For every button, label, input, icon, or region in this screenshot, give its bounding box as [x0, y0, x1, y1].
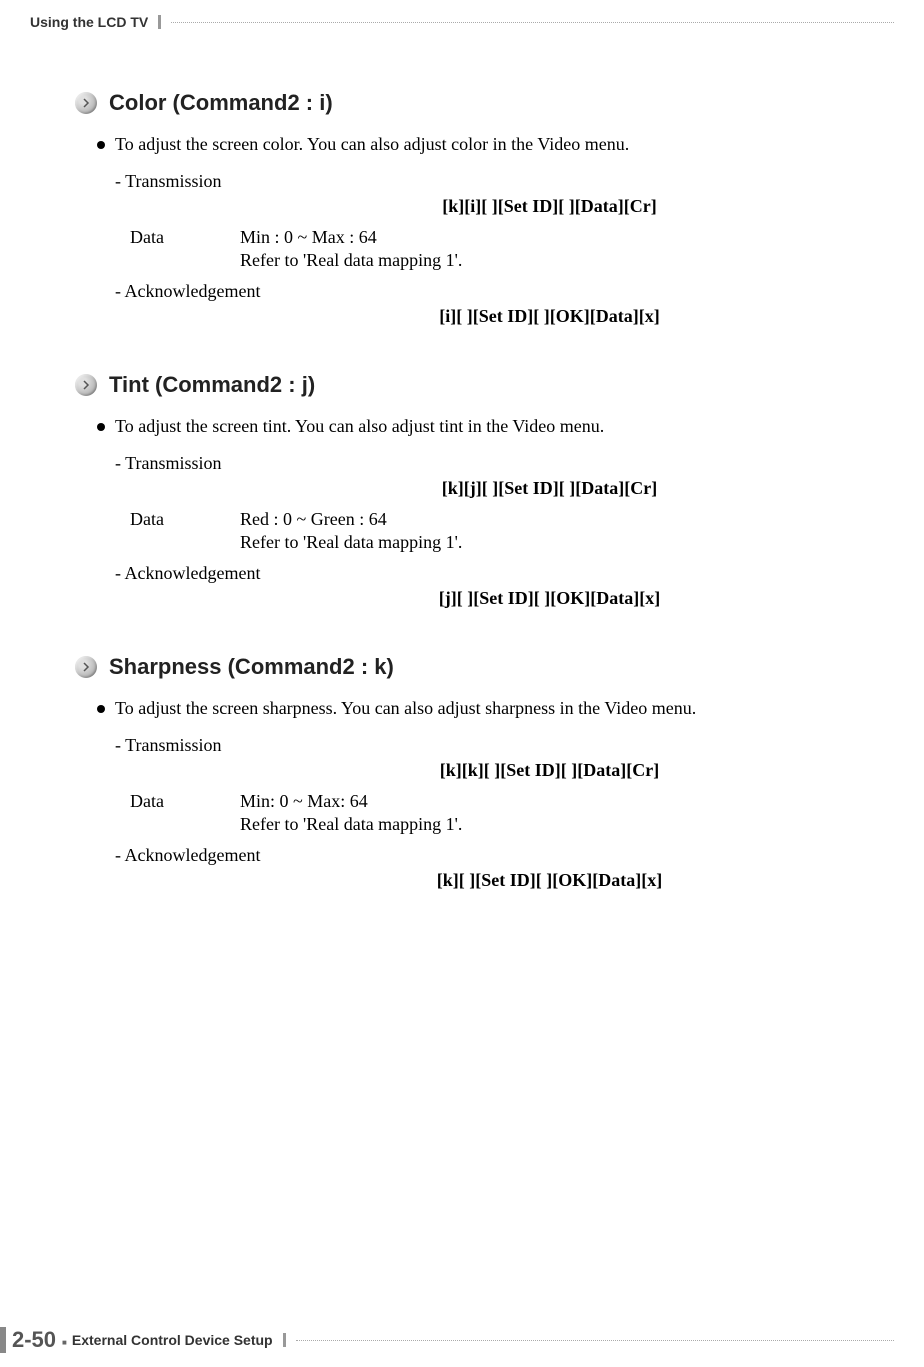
transmission-code: [k][k][ ][Set ID][ ][Data][Cr]: [205, 760, 894, 781]
header-title: Using the LCD TV: [30, 14, 148, 30]
section-sharpness: Sharpness (Command2 : k) To adjust the s…: [30, 654, 894, 891]
section-title: Tint (Command2 : j): [109, 372, 315, 398]
data-value: Min: 0 ~ Max: 64: [240, 791, 368, 812]
page-header: Using the LCD TV: [30, 14, 894, 30]
footer-dots: [296, 1340, 894, 1341]
ack-code: [i][ ][Set ID][ ][OK][Data][x]: [205, 306, 894, 327]
footer-divider: [283, 1333, 286, 1347]
data-label: Data: [130, 509, 240, 530]
description-row: To adjust the screen color. You can also…: [97, 134, 894, 155]
ack-label: - Acknowledgement: [115, 563, 894, 584]
section-color: Color (Command2 : i) To adjust the scree…: [30, 90, 894, 327]
acknowledgement-block: - Acknowledgement [k][ ][Set ID][ ][OK][…: [115, 845, 894, 891]
page-number: 2-50: [12, 1327, 56, 1353]
bullet-icon: [97, 141, 105, 149]
section-header: Color (Command2 : i): [75, 90, 894, 116]
description-row: To adjust the screen sharpness. You can …: [97, 698, 894, 719]
description-text: To adjust the screen tint. You can also …: [115, 416, 604, 437]
chevron-right-icon: [75, 374, 97, 396]
data-refer: Refer to 'Real data mapping 1'.: [240, 814, 894, 835]
ack-code: [k][ ][Set ID][ ][OK][Data][x]: [205, 870, 894, 891]
description-row: To adjust the screen tint. You can also …: [97, 416, 894, 437]
acknowledgement-block: - Acknowledgement [i][ ][Set ID][ ][OK][…: [115, 281, 894, 327]
chevron-right-icon: [75, 656, 97, 678]
description-text: To adjust the screen color. You can also…: [115, 134, 629, 155]
data-refer: Refer to 'Real data mapping 1'.: [240, 532, 894, 553]
header-dots: [171, 22, 894, 23]
description-text: To adjust the screen sharpness. You can …: [115, 698, 696, 719]
transmission-label: - Transmission: [115, 735, 894, 756]
data-row: Data Min : 0 ~ Max : 64: [130, 227, 894, 248]
section-header: Sharpness (Command2 : k): [75, 654, 894, 680]
acknowledgement-block: - Acknowledgement [j][ ][Set ID][ ][OK][…: [115, 563, 894, 609]
transmission-label: - Transmission: [115, 453, 894, 474]
transmission-block: - Transmission [k][k][ ][Set ID][ ][Data…: [115, 735, 894, 781]
ack-label: - Acknowledgement: [115, 845, 894, 866]
section-title: Sharpness (Command2 : k): [109, 654, 394, 680]
footer-bar: [0, 1327, 6, 1353]
transmission-code: [k][i][ ][Set ID][ ][Data][Cr]: [205, 196, 894, 217]
ack-code: [j][ ][Set ID][ ][OK][Data][x]: [205, 588, 894, 609]
data-label: Data: [130, 227, 240, 248]
footer-text: External Control Device Setup: [72, 1332, 273, 1348]
ack-label: - Acknowledgement: [115, 281, 894, 302]
section-title: Color (Command2 : i): [109, 90, 333, 116]
bullet-icon: [97, 705, 105, 713]
transmission-label: - Transmission: [115, 171, 894, 192]
data-row: Data Red : 0 ~ Green : 64: [130, 509, 894, 530]
page-footer: 2-50 ■ External Control Device Setup: [0, 1327, 894, 1353]
footer-square-icon: ■: [62, 1338, 67, 1347]
data-row: Data Min: 0 ~ Max: 64: [130, 791, 894, 812]
section-tint: Tint (Command2 : j) To adjust the screen…: [30, 372, 894, 609]
transmission-block: - Transmission [k][j][ ][Set ID][ ][Data…: [115, 453, 894, 499]
header-divider: [158, 15, 161, 29]
transmission-block: - Transmission [k][i][ ][Set ID][ ][Data…: [115, 171, 894, 217]
data-refer: Refer to 'Real data mapping 1'.: [240, 250, 894, 271]
data-value: Red : 0 ~ Green : 64: [240, 509, 387, 530]
chevron-right-icon: [75, 92, 97, 114]
bullet-icon: [97, 423, 105, 431]
section-header: Tint (Command2 : j): [75, 372, 894, 398]
data-label: Data: [130, 791, 240, 812]
data-value: Min : 0 ~ Max : 64: [240, 227, 377, 248]
transmission-code: [k][j][ ][Set ID][ ][Data][Cr]: [205, 478, 894, 499]
